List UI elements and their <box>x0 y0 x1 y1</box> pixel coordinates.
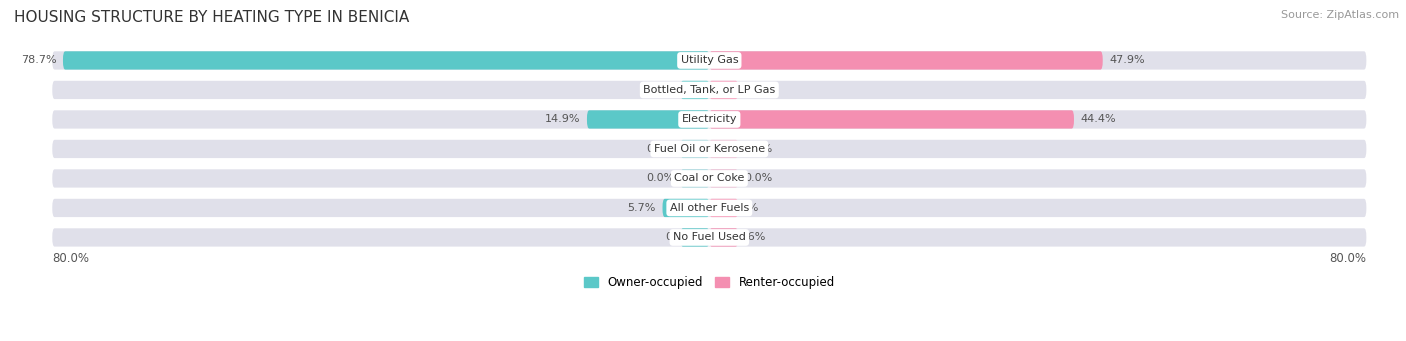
FancyBboxPatch shape <box>662 199 709 217</box>
FancyBboxPatch shape <box>52 51 1367 70</box>
FancyBboxPatch shape <box>709 199 738 217</box>
Text: 0.0%: 0.0% <box>645 174 673 183</box>
Text: 80.0%: 80.0% <box>1329 252 1367 265</box>
FancyBboxPatch shape <box>709 51 1102 70</box>
Text: Bottled, Tank, or LP Gas: Bottled, Tank, or LP Gas <box>643 85 776 95</box>
Text: 14.9%: 14.9% <box>546 115 581 124</box>
Text: 0.32%: 0.32% <box>665 233 700 242</box>
FancyBboxPatch shape <box>709 81 738 99</box>
Text: All other Fuels: All other Fuels <box>669 203 749 213</box>
Text: 5.7%: 5.7% <box>627 203 657 213</box>
Text: 0.35%: 0.35% <box>665 85 700 95</box>
Text: 78.7%: 78.7% <box>21 56 56 65</box>
Text: Electricity: Electricity <box>682 115 737 124</box>
FancyBboxPatch shape <box>709 110 1074 129</box>
FancyBboxPatch shape <box>52 169 1367 188</box>
Text: 44.4%: 44.4% <box>1081 115 1116 124</box>
FancyBboxPatch shape <box>63 51 709 70</box>
FancyBboxPatch shape <box>709 140 738 158</box>
Text: 3.2%: 3.2% <box>742 85 770 95</box>
Text: 0.0%: 0.0% <box>745 144 773 154</box>
Text: 80.0%: 80.0% <box>52 252 90 265</box>
Text: Utility Gas: Utility Gas <box>681 56 738 65</box>
FancyBboxPatch shape <box>681 81 709 99</box>
Text: Coal or Coke: Coal or Coke <box>673 174 745 183</box>
FancyBboxPatch shape <box>52 199 1367 217</box>
FancyBboxPatch shape <box>52 110 1367 129</box>
Text: 0.0%: 0.0% <box>745 174 773 183</box>
FancyBboxPatch shape <box>681 169 709 188</box>
FancyBboxPatch shape <box>52 140 1367 158</box>
Text: 1.8%: 1.8% <box>731 203 759 213</box>
FancyBboxPatch shape <box>681 140 709 158</box>
FancyBboxPatch shape <box>52 228 1367 247</box>
FancyBboxPatch shape <box>681 228 709 247</box>
Text: 0.0%: 0.0% <box>645 144 673 154</box>
FancyBboxPatch shape <box>709 169 738 188</box>
Text: Source: ZipAtlas.com: Source: ZipAtlas.com <box>1281 10 1399 20</box>
Text: HOUSING STRUCTURE BY HEATING TYPE IN BENICIA: HOUSING STRUCTURE BY HEATING TYPE IN BEN… <box>14 10 409 25</box>
Text: Fuel Oil or Kerosene: Fuel Oil or Kerosene <box>654 144 765 154</box>
FancyBboxPatch shape <box>709 228 738 247</box>
Text: 47.9%: 47.9% <box>1109 56 1144 65</box>
FancyBboxPatch shape <box>586 110 709 129</box>
Text: 2.6%: 2.6% <box>737 233 766 242</box>
Legend: Owner-occupied, Renter-occupied: Owner-occupied, Renter-occupied <box>579 271 839 294</box>
Text: No Fuel Used: No Fuel Used <box>673 233 745 242</box>
FancyBboxPatch shape <box>52 81 1367 99</box>
